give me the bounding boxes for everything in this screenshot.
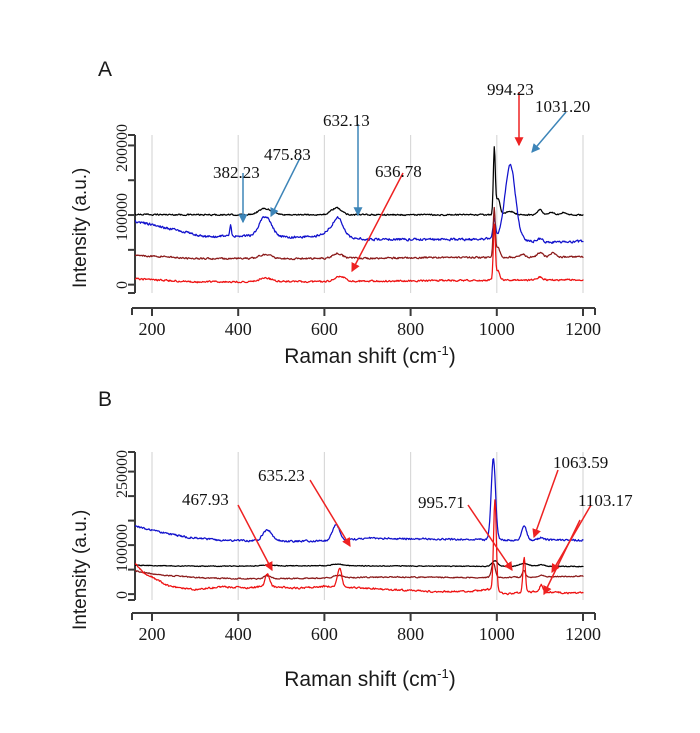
y-tick-label: 100000 [114,193,131,242]
x-axis-title-superscript: -1 [437,343,449,358]
x-axis-title-tail: ) [448,668,456,691]
x-tick-label: 800 [397,319,425,339]
panel-a-letter: A [98,58,113,81]
panel-b-letter: B [98,388,113,411]
x-axis-title-tail: ) [448,345,456,368]
peak-annotation-label: 1103.17 [578,491,633,510]
trace-black-trace [135,560,584,568]
x-tick-label: 1200 [565,319,601,339]
peak-annotation-label: 635.23 [258,466,305,485]
x-axis-title-main: Raman shift (cm [284,668,438,691]
annotation-arrow [467,504,513,571]
x-axis-title-main: Raman shift (cm [284,345,438,368]
x-tick-label: 600 [310,319,338,339]
peak-annotation-label: 1063.59 [553,453,609,472]
trace-black-trace [135,146,584,217]
x-tick-label: 1000 [478,624,515,644]
trace-darkred-trace [135,562,584,581]
peak-annotation-label: 467.93 [182,490,229,509]
trace-blue-trace [135,163,584,244]
x-tick-label: 1200 [565,624,601,644]
peak-annotation-label: 382.23 [213,163,260,182]
annotation-arrow [270,157,301,218]
trace-red-trace [135,499,584,596]
x-tick-label: 1000 [478,319,515,339]
y-tick-label: 100000 [114,523,131,572]
panel-a-plot [128,92,596,316]
x-tick-label: 400 [224,319,252,339]
panel-b: B Intensity (a.u.) Raman shift (cm-1) 20… [0,330,700,733]
peak-annotation-label: 475.83 [264,145,311,164]
peak-annotation-label: 994.23 [487,80,534,99]
x-tick-label: 200 [138,624,166,644]
panel-b-plot [128,451,596,621]
annotation-arrow [309,479,351,548]
peak-annotation-label: 632.13 [323,111,370,130]
trace-darkred-trace [135,206,584,261]
annotation-arrow [543,519,581,596]
x-tick-label: 400 [224,624,252,644]
y-tick-label: 0 [114,281,131,290]
peak-annotation-label: 1031.20 [535,97,591,116]
y-tick-label: 0 [114,590,131,599]
y-tick-label: 200000 [114,123,131,172]
trace-red-trace [135,223,584,284]
panel-a: A Intensity (a.u.) Raman shift (cm-1) 20… [70,58,601,369]
panel-a-x-axis-title: Raman shift (cm-1) [150,343,590,369]
trace-blue-trace [135,458,584,543]
annotation-arrow [237,504,273,572]
annotation-arrow [531,111,567,153]
annotation-arrow [532,469,559,539]
x-axis-title-superscript: -1 [437,666,449,681]
y-tick-label: 250000 [114,450,131,498]
x-tick-label: 800 [397,624,425,644]
x-tick-label: 600 [310,624,338,644]
peak-annotation-label: 995.71 [418,493,465,512]
x-tick-label: 200 [138,319,166,339]
peak-annotation-label: 636.78 [375,162,422,181]
panel-b-x-axis-title: Raman shift (cm-1) [150,666,590,692]
annotation-arrow [351,172,404,273]
